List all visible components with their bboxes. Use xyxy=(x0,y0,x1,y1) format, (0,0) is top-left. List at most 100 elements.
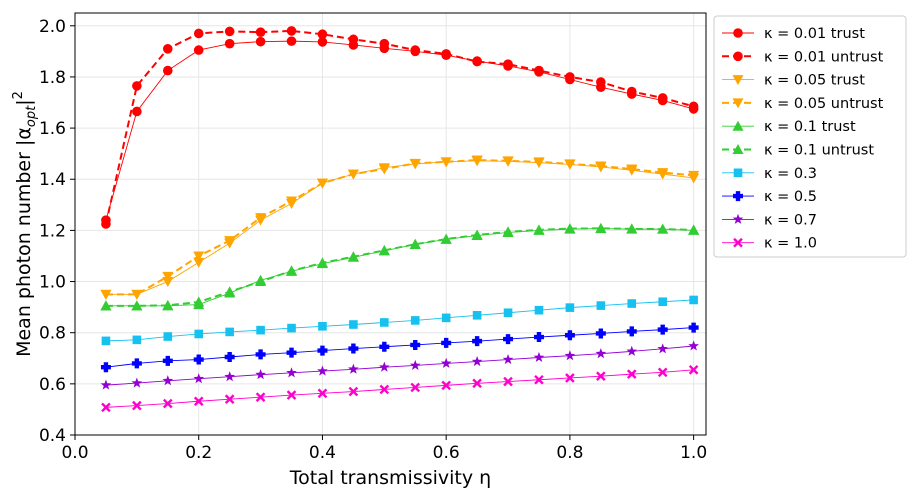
series-1 xyxy=(101,26,699,229)
legend-entry: κ = 0.05 untrust xyxy=(722,96,884,112)
legend-marker xyxy=(733,168,743,178)
data-point xyxy=(286,196,298,207)
legend-marker xyxy=(732,75,744,86)
data-point xyxy=(565,373,575,383)
legend-entry: κ = 1.0 xyxy=(722,236,817,252)
legend-marker xyxy=(733,28,743,38)
data-point xyxy=(101,219,111,229)
x-tick-label: 0.4 xyxy=(309,443,336,463)
data-point xyxy=(379,38,390,49)
data-point xyxy=(503,334,514,345)
series-group xyxy=(100,26,700,413)
data-point xyxy=(317,37,328,47)
data-point xyxy=(224,371,235,382)
data-point xyxy=(193,251,205,262)
data-point xyxy=(595,348,607,359)
series-line xyxy=(105,299,694,342)
data-point xyxy=(409,238,421,249)
series-line xyxy=(105,369,694,408)
legend-label: κ = 0.1 trust xyxy=(764,119,856,135)
data-point xyxy=(224,38,235,49)
data-point xyxy=(193,373,205,384)
data-point xyxy=(410,339,421,350)
legend: κ = 0.01 trust κ = 0.01 untrust κ = 0.05 t… xyxy=(713,15,907,258)
data-point xyxy=(255,349,266,360)
data-point xyxy=(379,384,390,395)
data-point xyxy=(132,106,142,117)
data-point xyxy=(657,223,669,234)
data-point xyxy=(100,362,111,373)
data-point xyxy=(534,65,544,76)
series-4 xyxy=(100,223,700,311)
data-point xyxy=(688,170,700,181)
data-point xyxy=(564,330,575,341)
legend-label: κ = 0.01 trust xyxy=(764,26,865,42)
data-point xyxy=(564,350,576,361)
data-point xyxy=(162,44,173,54)
data-point xyxy=(502,353,514,365)
data-point xyxy=(101,336,111,346)
data-point xyxy=(101,402,111,413)
data-point xyxy=(286,347,297,358)
data-point xyxy=(132,335,142,345)
data-point xyxy=(626,345,638,356)
data-point xyxy=(131,289,143,300)
data-point xyxy=(472,336,483,347)
data-point xyxy=(657,324,668,335)
series-line xyxy=(105,345,694,386)
legend-frame xyxy=(713,15,907,258)
data-point xyxy=(100,289,112,300)
data-point xyxy=(440,357,452,368)
data-point xyxy=(193,45,204,55)
data-point xyxy=(380,318,389,327)
legend-marker xyxy=(733,191,743,202)
x-tick-label: 0.2 xyxy=(185,443,212,463)
data-point xyxy=(441,337,452,348)
series-6 xyxy=(101,295,698,346)
legend-label: κ = 1.0 xyxy=(764,236,817,252)
series-line xyxy=(105,228,694,307)
data-point xyxy=(533,332,544,343)
legend-label: κ = 0.7 xyxy=(764,212,817,228)
data-point xyxy=(503,59,513,69)
data-point xyxy=(193,28,204,39)
legend-entry: κ = 0.7 xyxy=(722,212,817,228)
data-point xyxy=(657,343,669,354)
data-point xyxy=(162,398,173,409)
data-point xyxy=(316,257,328,268)
data-point xyxy=(378,244,390,255)
y-tick-label: 0.4 xyxy=(39,426,66,446)
x-tick-label: 0.0 xyxy=(61,443,88,463)
legend-entry: κ = 0.05 trust xyxy=(722,73,865,89)
data-point xyxy=(379,341,390,352)
data-point xyxy=(564,223,576,234)
data-point xyxy=(286,26,297,36)
legend-marker xyxy=(733,51,743,62)
y-tick-label: 0.8 xyxy=(39,324,66,344)
y-tick-label: 1.2 xyxy=(39,221,66,241)
data-point xyxy=(471,229,483,240)
data-point xyxy=(132,400,142,411)
series-0 xyxy=(101,36,699,225)
y-tick-label: 1.8 xyxy=(39,68,66,88)
data-point xyxy=(689,295,698,305)
series-line xyxy=(105,40,694,221)
y-tick-label: 2.0 xyxy=(39,17,66,37)
data-point xyxy=(471,155,483,166)
data-point xyxy=(503,376,513,387)
data-point xyxy=(193,296,205,307)
x-tick-label: 0.8 xyxy=(556,443,583,463)
data-point xyxy=(503,308,513,318)
data-point xyxy=(162,299,174,310)
legend-marker xyxy=(733,237,743,248)
data-point xyxy=(224,236,236,247)
data-point xyxy=(534,374,544,385)
data-point xyxy=(688,101,699,112)
data-point xyxy=(440,233,452,244)
legend-entry: κ = 0.1 trust xyxy=(722,119,856,135)
legend-label: κ = 0.05 trust xyxy=(764,73,865,89)
data-point xyxy=(409,158,421,169)
data-point xyxy=(162,277,174,288)
plot-frame xyxy=(74,12,707,436)
data-point xyxy=(596,371,606,381)
